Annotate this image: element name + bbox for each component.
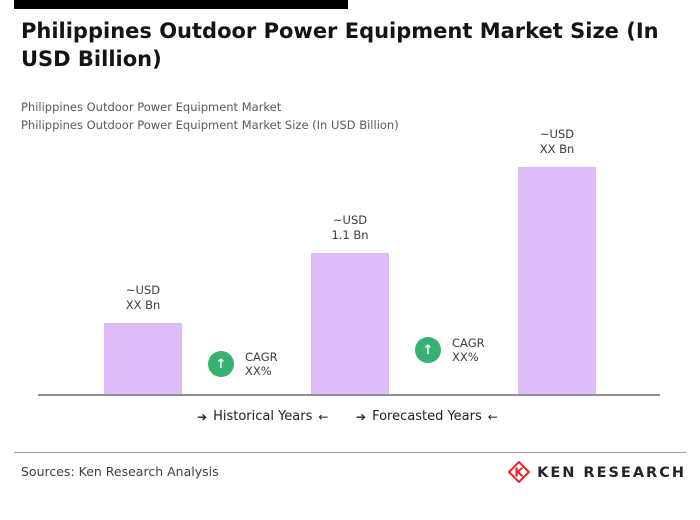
arrow-left-icon: ←: [318, 409, 329, 424]
footer-divider: [14, 452, 686, 453]
historical-years-text: Historical Years: [213, 409, 313, 424]
cagr-badge-2: ↑ CAGR XX%: [415, 336, 485, 365]
arrow-left-icon: ←: [487, 409, 498, 424]
bar-group-forecast: ~USD XX Bn: [518, 127, 596, 396]
cagr-circle: ↑: [415, 337, 441, 364]
subtitle-line-2: Philippines Outdoor Power Equipment Mark…: [21, 118, 399, 133]
chart-subtitle: Philippines Outdoor Power Equipment Mark…: [21, 98, 641, 135]
page-title: Philippines Outdoor Power Equipment Mark…: [21, 19, 659, 71]
bar-value-label: ~USD 1.1 Bn: [331, 213, 369, 243]
cagr-badge-1: ↑ CAGR XX%: [208, 350, 278, 379]
bar-rect: [518, 167, 596, 396]
historical-years-label: ➔ Historical Years ←: [197, 409, 328, 424]
cagr-label: CAGR XX%: [452, 336, 485, 365]
cagr-label: CAGR XX%: [245, 350, 278, 379]
logo-letter: K: [514, 466, 524, 480]
x-axis-line: [38, 394, 660, 396]
subtitle-line-1: Philippines Outdoor Power Equipment Mark…: [21, 100, 282, 114]
bar-group-historical: ~USD XX Bn: [104, 283, 182, 396]
ken-research-logo: K KEN RESEARCH: [508, 461, 686, 483]
arrow-up-icon: ↑: [422, 342, 434, 358]
top-accent-bar: [14, 0, 348, 9]
sources-text: Sources: Ken Research Analysis: [21, 464, 219, 479]
bar-group-current: ~USD 1.1 Bn: [311, 213, 389, 396]
bar-rect: [104, 323, 182, 396]
ken-research-logo-icon: K: [508, 461, 531, 483]
bar-rect: [311, 253, 389, 396]
arrow-right-icon: ➔: [356, 409, 367, 424]
bar-value-label: ~USD XX Bn: [539, 127, 575, 157]
arrow-up-icon: ↑: [215, 356, 227, 372]
bar-value-label: ~USD XX Bn: [125, 283, 161, 313]
logo-wordmark: KEN RESEARCH: [537, 464, 686, 481]
forecasted-years-label: ➔ Forecasted Years ←: [356, 409, 498, 424]
arrow-right-icon: ➔: [197, 409, 208, 424]
cagr-circle: ↑: [208, 351, 234, 378]
forecasted-years-text: Forecasted Years: [372, 409, 482, 424]
